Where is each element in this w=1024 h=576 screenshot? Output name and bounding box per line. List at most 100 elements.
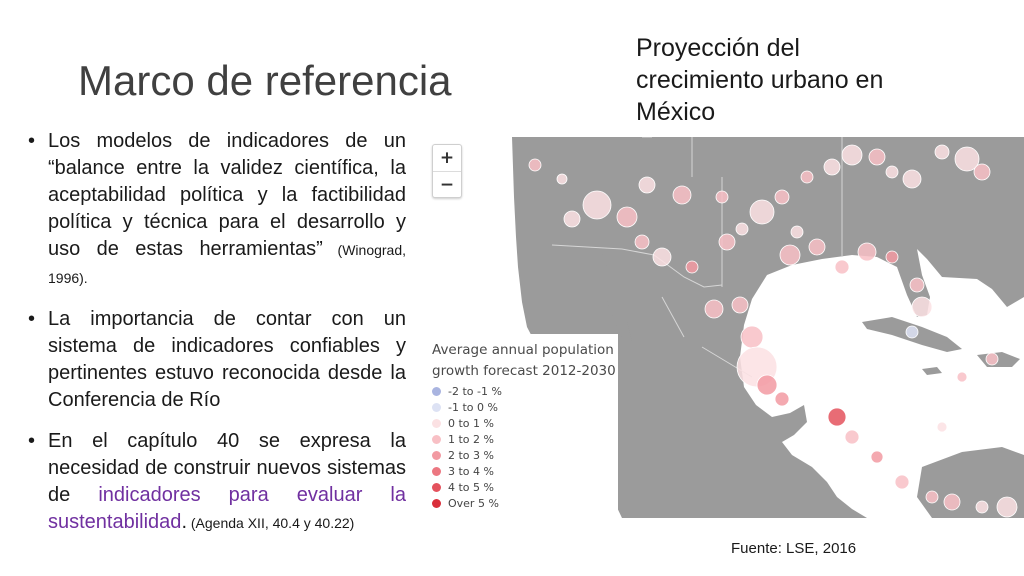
city-marker [731,296,749,314]
bullet-marker: • [28,308,36,330]
bullet-text: En el capítulo 40 se expresa la necesida… [48,430,406,506]
zoom-in-button[interactable]: + [433,145,461,172]
city-marker [735,222,749,236]
city-marker [774,391,790,407]
bullet-reference: (Agenda XII, 40.4 y 40.22) [187,515,355,531]
legend-label: Over 5 % [448,497,499,510]
bullet-item: • Los modelos de indicadores de un “balan… [28,128,406,292]
city-marker [973,163,991,181]
city-marker [582,190,612,220]
legend-title: Average annual population growth forecas… [432,340,618,382]
legend-item: 1 to 2 % [432,432,502,448]
city-marker [905,325,919,339]
city-marker [943,493,961,511]
bullet-text-tail: . [181,511,187,533]
legend-label: 4 to 5 % [448,481,494,494]
city-marker [894,474,910,490]
city-markers [528,144,1018,518]
map-landmass [512,137,1024,518]
legend-item: -2 to -1 % [432,384,502,400]
city-marker [885,250,899,264]
city-marker [857,242,877,262]
baja-peninsula [588,229,632,342]
city-marker [774,189,790,205]
city-marker [528,158,542,172]
bullet-marker: • [28,430,36,452]
zoom-control: + − [432,144,462,198]
city-marker [638,176,656,194]
city-marker [996,496,1018,518]
legend-label: 2 to 3 % [448,449,494,462]
city-marker [672,185,692,205]
zoom-out-button[interactable]: − [439,175,455,195]
bullet-text: Los modelos de indicadores de un “balanc… [48,130,406,260]
city-marker [616,206,638,228]
city-marker [634,234,650,250]
slide-title: Marco de referencia [78,57,452,104]
city-marker [808,238,826,256]
legend-item: 0 to 1 % [432,416,502,432]
city-marker [870,450,884,464]
city-marker [715,190,729,204]
city-marker [934,144,950,160]
south-america-land [917,447,1024,518]
bullet-reference: (Winograd, 1996). [48,242,407,286]
bullet-text: La importancia de contar con un sistema … [48,308,406,411]
legend-item: 4 to 5 % [432,480,502,496]
legend-swatch [432,499,441,508]
city-marker [841,144,863,166]
city-marker [985,352,999,366]
city-marker [563,210,581,228]
city-marker [975,500,989,514]
city-marker [704,299,724,319]
legend-item: Over 5 % [432,496,502,512]
city-marker [740,325,764,349]
bullet-marker: • [28,130,36,152]
mexico-state-border [661,296,685,338]
map-title-line: México [636,98,716,126]
bullet-list: • Los modelos de indicadores de un “balan… [28,128,406,551]
city-marker [936,421,948,433]
legend-label: 1 to 2 % [448,433,494,446]
legend-item: 2 to 3 % [432,448,502,464]
city-marker [779,244,801,266]
city-marker [954,146,980,172]
city-marker [902,169,922,189]
bullet-item: • En el capítulo 40 se expresa la necesid… [28,428,406,537]
legend-label: 0 to 1 % [448,417,494,430]
legend-list: -2 to -1 % -1 to 0 % 0 to 1 % 1 to 2 % 2… [432,384,502,512]
legend-swatch [432,403,441,412]
city-marker [800,170,814,184]
city-marker [885,165,899,179]
city-marker [911,296,933,318]
city-marker [652,247,672,267]
legend-item: -1 to 0 % [432,400,502,416]
map-title: Proyección del crecimiento urbano en Méx… [636,32,926,128]
city-marker [827,407,847,427]
legend-label: 3 to 4 % [448,465,494,478]
legend-swatch [432,435,441,444]
city-marker [823,158,841,176]
source-caption: Fuente: LSE, 2016 [731,540,857,557]
jamaica-island [922,367,942,375]
city-marker [790,225,804,239]
legend-item: 3 to 4 % [432,464,502,480]
city-marker [718,233,736,251]
map-title-line: Proyección del [636,34,800,62]
city-marker [868,148,886,166]
us-mexico-border [551,244,723,288]
legend-swatch [432,451,441,460]
highlighted-text: indicadores para evaluar la sustentabili… [48,484,406,533]
map-legend: Average annual population growth forecas… [422,334,618,518]
city-marker [834,259,850,275]
legend-swatch [432,387,441,396]
city-marker [909,277,925,293]
city-marker [925,490,939,504]
legend-title-line: growth forecast 2012-2030 [432,363,616,379]
city-marker [844,429,860,445]
city-marker [756,374,778,396]
legend-label: -2 to -1 % [448,385,502,398]
map-title-line: crecimiento urbano en [636,66,884,94]
legend-label: -1 to 0 % [448,401,498,414]
city-marker [956,371,968,383]
